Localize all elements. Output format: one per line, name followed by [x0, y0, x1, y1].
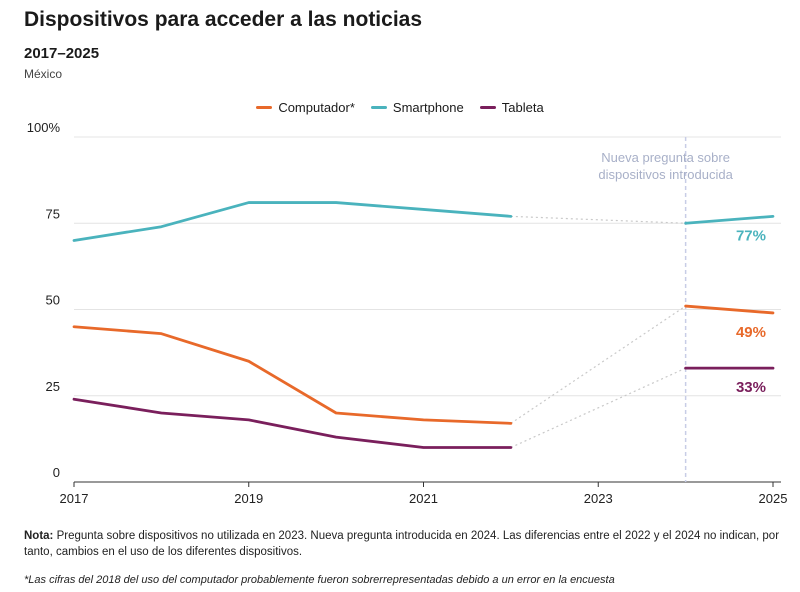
- chart-subtitle: 2017–2025: [24, 45, 100, 62]
- legend-swatch-tableta: [479, 106, 496, 109]
- legend-item-tableta: Tableta: [479, 100, 544, 115]
- annotation-text: dispositivos introducida: [598, 167, 733, 182]
- legend: Computador* Smartphone Tableta: [0, 100, 800, 115]
- series-line-tableta: [72, 397, 513, 449]
- region-label: México: [24, 67, 63, 81]
- x-tick-label: 2023: [584, 491, 613, 506]
- note: Nota: Pregunta sobre dispositivos no uti…: [24, 528, 784, 560]
- series-line-computador: [72, 325, 513, 425]
- legend-item-computador: Computador*: [256, 100, 355, 115]
- series-line-smartphone: [72, 201, 513, 242]
- chart-title: Dispositivos para acceder a las noticias: [24, 8, 423, 31]
- y-tick-label: 25: [46, 379, 60, 394]
- legend-item-smartphone: Smartphone: [370, 100, 464, 115]
- connector-computador: [510, 305, 686, 424]
- y-tick-label: 75: [46, 206, 60, 221]
- footnote: *Las cifras del 2018 del uso del computa…: [24, 574, 615, 586]
- legend-label-computador: Computador*: [278, 100, 355, 115]
- y-tick-label: 0: [53, 465, 60, 480]
- end-label-smartphone: 77%: [736, 227, 766, 244]
- x-tick-label: 2025: [759, 491, 788, 506]
- series-line-computador-new: [684, 304, 775, 315]
- annotation-text: Nueva pregunta sobre: [601, 150, 730, 165]
- note-label: Nota:: [24, 530, 54, 542]
- legend-label-tableta: Tableta: [501, 100, 544, 115]
- note-text: Pregunta sobre dispositivos no utilizada…: [24, 530, 780, 558]
- legend-label-smartphone: Smartphone: [392, 100, 464, 115]
- x-tick-label: 2017: [60, 491, 89, 506]
- end-label-tableta: 33%: [736, 379, 766, 396]
- connector-smartphone: [510, 215, 686, 224]
- end-label-computador: 49%: [736, 324, 766, 341]
- legend-swatch-computador: [256, 106, 273, 109]
- x-tick-label: 2021: [409, 491, 438, 506]
- line-chart: 0 25 50 75 100% 2017 2019 2021 2023 2025 Nueva pre…: [27, 120, 788, 506]
- series-line-smartphone-new: [684, 214, 775, 225]
- y-tick-label: 50: [46, 293, 60, 308]
- y-tick-label: 100%: [27, 120, 61, 135]
- x-tick-label: 2019: [234, 491, 263, 506]
- connector-tableta: [510, 367, 686, 449]
- legend-swatch-smartphone: [370, 106, 387, 109]
